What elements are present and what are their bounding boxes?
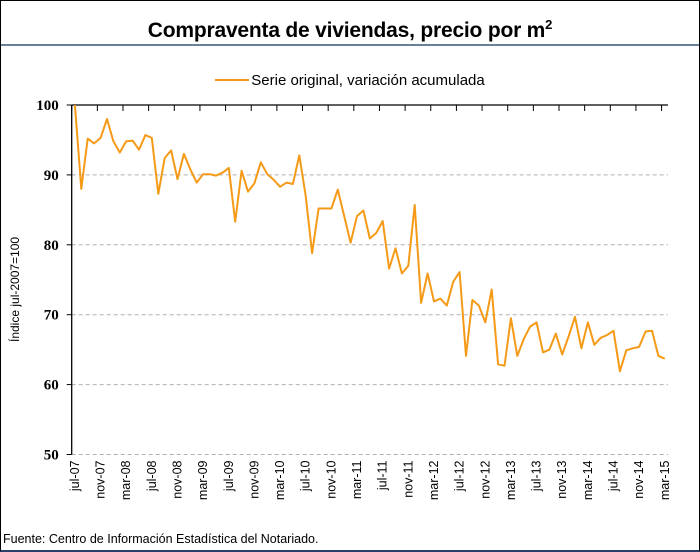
x-tick-label: nov-14: [632, 460, 646, 498]
x-tick-label: nov-13: [555, 460, 569, 498]
title-bar: Compraventa de viviendas, precio por m2: [1, 1, 699, 46]
y-tick-label: 90: [44, 168, 59, 184]
x-tick-label: mar-09: [196, 460, 210, 500]
x-tick-label: jul-09: [222, 460, 236, 492]
x-tick-label: jul-13: [530, 460, 544, 492]
x-tick-label: nov-08: [170, 460, 184, 498]
x-tick-label: jul-08: [145, 460, 159, 492]
x-tick-label: jul-10: [299, 460, 313, 492]
x-tick-label: mar-08: [119, 460, 133, 500]
series-line-serie-original: [73, 104, 666, 373]
y-tick-label: 50: [44, 448, 59, 464]
x-tick-label: jul-11: [376, 460, 390, 491]
x-tick-label: mar-14: [581, 460, 595, 500]
legend-swatch: [215, 79, 250, 82]
x-tick-label: mar-10: [273, 460, 287, 500]
x-tick-label: nov-11: [401, 460, 415, 497]
x-tick-label: mar-13: [504, 460, 518, 500]
x-tick-label: nov-12: [478, 460, 492, 498]
x-tick-label: nov-10: [324, 460, 338, 498]
x-tick-label: nov-09: [247, 460, 261, 498]
x-tick-label: mar-11: [350, 460, 364, 499]
source-note: Fuente: Centro de Información Estadístic…: [3, 532, 319, 546]
y-tick-label: 80: [44, 238, 59, 254]
y-tick-label: 100: [36, 98, 59, 114]
y-tick-label: 70: [44, 308, 59, 324]
x-tick-label: nov-07: [94, 460, 108, 498]
chart-title: Compraventa de viviendas, precio por m2: [147, 17, 553, 42]
y-tick-label: 60: [44, 378, 59, 394]
x-tick-label: mar-15: [658, 460, 672, 500]
x-tick-label: jul-07: [68, 460, 82, 492]
legend-label: Serie original, variación acumulada: [251, 72, 485, 89]
x-tick-label: jul-14: [606, 460, 620, 492]
x-tick-label: mar-12: [427, 460, 441, 500]
x-tick-label: jul-12: [453, 460, 467, 492]
legend: Serie original, variación acumulada: [0, 72, 700, 89]
